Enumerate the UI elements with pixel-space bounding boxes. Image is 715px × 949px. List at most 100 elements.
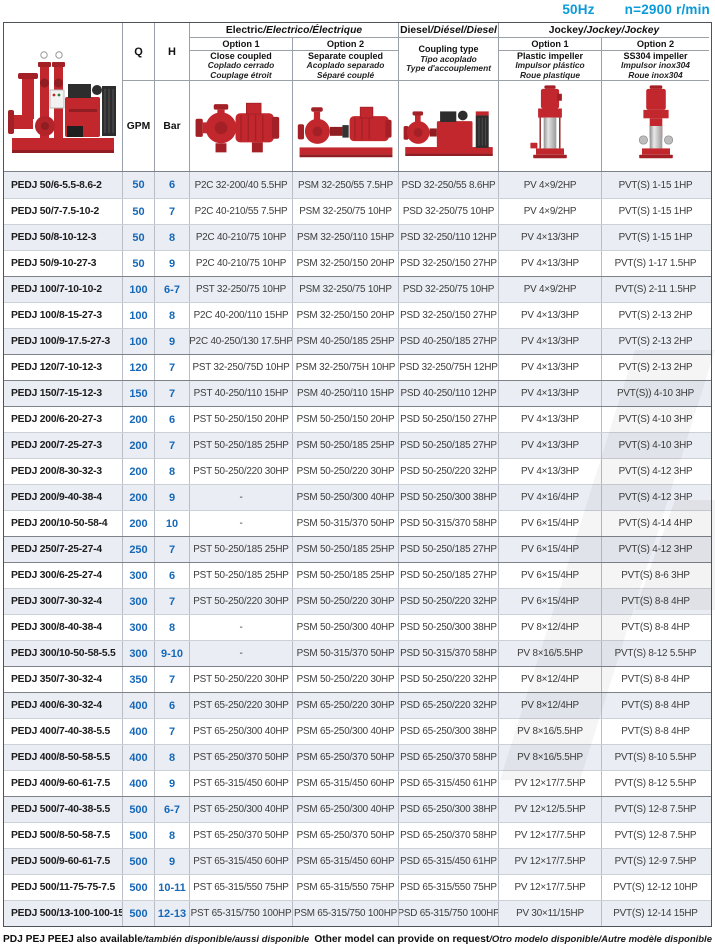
table-row: PEDJ 100/8-15-27-3 100 8 P2C 40-200/110 … — [4, 302, 711, 328]
flow-gpm-cell: 500 — [123, 875, 155, 900]
separate-coupled-pump-image — [293, 80, 399, 171]
diesel-coupling-cell: PSD 50-250/300 38HP — [399, 485, 499, 510]
electric-close-coupled-cell: P2C 40-250/130 17.5HP — [190, 329, 293, 354]
model-cell: PEDJ 50/9-10-27-3 — [4, 251, 123, 276]
flow-gpm-cell: 150 — [123, 381, 155, 406]
flow-gpm-cell: 400 — [123, 771, 155, 796]
model-cell: PEDJ 50/8-10-12-3 — [4, 225, 123, 250]
electric-close-coupled-cell: PST 65-315/550 75HP — [190, 875, 293, 900]
electric-separate-coupled-cell: PSM 65-315/450 60HP — [293, 849, 399, 874]
head-bar-cell: 9 — [155, 771, 190, 796]
jockey-ss304-impeller-cell: PVT(S) 8-8 4HP — [621, 700, 690, 711]
jockey-plastic-impeller-cell: PV 8×12/4HP — [499, 693, 602, 718]
head-bar-cell: 7 — [155, 589, 190, 614]
head-bar-cell: 6 — [155, 693, 190, 718]
electric-option2-description: Separate coupled Acoplado separado Sépar… — [293, 51, 399, 80]
pump-spec-table: Q H Electric/Electrico/Électrique Diesel… — [3, 22, 712, 927]
diesel-coupling-cell: PSD 65-315/550 75HP — [399, 875, 499, 900]
model-cell: PEDJ 250/7-25-27-4 — [4, 537, 123, 562]
jockey-plastic-impeller-cell: PV 6×15/4HP — [499, 589, 602, 614]
diesel-coupling-cell: PSD 32-250/75 10HP — [399, 277, 499, 302]
flow-gpm-cell: 300 — [123, 589, 155, 614]
diesel-coupling-cell: PSD 32-250/110 12HP — [399, 225, 499, 250]
electric-separate-coupled-cell: PSM 50-250/185 25HP — [293, 537, 399, 562]
table-row: PEDJ 500/8-50-58-7.5 500 8 PST 65-250/37… — [4, 822, 711, 848]
jockey-ss304-impeller-cell: PVT(S) 12-14 15HP — [613, 908, 698, 919]
diesel-coupling-cell: PSD 50-250/220 32HP — [399, 667, 499, 692]
jockey-ss304-impeller-cell: PVT(S) 4-10 3HP — [618, 414, 693, 425]
diesel-coupling-cell: PSD 40-250/110 12HP — [399, 381, 499, 406]
electric-separate-coupled-cell: PSM 65-250/300 40HP — [293, 719, 399, 744]
head-bar-cell: 7 — [155, 719, 190, 744]
model-cell: PEDJ 500/13-100-100-15 — [4, 901, 123, 926]
electric-close-coupled-cell: PST 65-315/450 60HP — [190, 849, 293, 874]
table-footnotes: PDJ PEJ PEEJ also available/también disp… — [3, 929, 712, 947]
diesel-coupling-cell: PSD 50-250/300 38HP — [399, 615, 499, 640]
head-bar-cell: 10-11 — [155, 875, 190, 900]
model-cell: PEDJ 120/7-10-12-3 — [4, 355, 123, 380]
electric-separate-coupled-cell: PSM 32-250/150 20HP — [293, 251, 399, 276]
model-cell: PEDJ 200/10-50-58-4 — [4, 511, 123, 536]
electric-separate-coupled-cell: PSM 50-250/185 25HP — [293, 563, 399, 588]
pump-package-photo — [4, 23, 123, 171]
model-cell: PEDJ 300/7-30-32-4 — [4, 589, 123, 614]
electric-close-coupled-cell: PST 65-250/370 50HP — [190, 823, 293, 848]
electric-close-coupled-cell: PST 50-250/185 25HP — [190, 563, 293, 588]
diesel-group-title: Diesel/Diésel/Diesel — [399, 23, 499, 38]
jockey-ss304-impeller-cell: PVT(S) 12-9 7.5HP — [614, 856, 697, 867]
head-bar-cell: 6-7 — [155, 277, 190, 302]
diesel-pump-icon — [403, 110, 493, 156]
electric-separate-coupled-cell: PSM 32-250/55 7.5HP — [293, 172, 399, 198]
electric-separate-coupled-cell: PSM 65-250/370 50HP — [293, 745, 399, 770]
table-row: PEDJ 150/7-15-12-3 150 7 PST 40-250/110 … — [4, 380, 711, 406]
jockey-plastic-impeller-cell: PV 12×17/7.5HP — [499, 771, 602, 796]
electric-separate-coupled-cell: PSM 65-315/550 75HP — [293, 875, 399, 900]
electric-separate-coupled-cell: PSM 65-250/300 40HP — [293, 797, 399, 822]
electric-close-coupled-cell: P2C 32-200/40 5.5HP — [190, 172, 293, 198]
jockey-ss304-impeller-cell: PVT(S) 8-10 5.5HP — [614, 752, 697, 763]
electric-option1-description: Close coupled Coplado cerrado Couplage é… — [190, 51, 293, 80]
electric-close-coupled-cell: PST 65-315/750 100HP — [190, 901, 293, 926]
jockey-plastic-impeller-cell: PV 4×16/4HP — [499, 485, 602, 510]
jockey-plastic-impeller-cell: PV 6×15/4HP — [499, 563, 602, 588]
electric-separate-coupled-cell: PSM 50-315/370 50HP — [293, 641, 399, 666]
jockey-ss304-impeller-cell: PVT(S) 8-12 5.5HP — [614, 648, 697, 659]
jockey-ss304-impeller-cell: PVT(S) 2-11 1.5HP — [615, 284, 696, 295]
diesel-coupling-cell: PSD 50-250/220 32HP — [399, 459, 499, 484]
electric-separate-coupled-cell: PSM 50-250/220 30HP — [293, 667, 399, 692]
flow-gpm-cell: 300 — [123, 641, 155, 666]
table-row: PEDJ 50/6-5.5-8.6-2 50 6 P2C 32-200/40 5… — [4, 172, 711, 198]
table-row: PEDJ 200/7-25-27-3 200 7 PST 50-250/185 … — [4, 432, 711, 458]
table-row: PEDJ 500/13-100-100-15 500 12-13 PST 65-… — [4, 900, 711, 926]
electric-close-coupled-cell: PST 65-315/450 60HP — [190, 771, 293, 796]
electric-separate-coupled-cell: PSM 50-250/185 25HP — [293, 433, 399, 458]
jockey-plastic-impeller-cell: PV 4×13/3HP — [499, 381, 602, 406]
electric-close-coupled-cell: P2C 40-210/55 7.5HP — [190, 199, 293, 224]
model-cell: PEDJ 300/6-25-27-4 — [4, 563, 123, 588]
table-row: PEDJ 300/7-30-32-4 300 7 PST 50-250/220 … — [4, 588, 711, 614]
electric-close-coupled-cell: - — [190, 641, 293, 666]
diesel-coupling-cell: PSD 65-250/370 58HP — [399, 823, 499, 848]
flow-gpm-cell: 250 — [123, 537, 155, 562]
jockey-ss304-pump-icon — [638, 85, 673, 159]
diesel-coupling-cell: PSD 65-315/450 61HP — [399, 849, 499, 874]
electric-separate-coupled-cell: PSM 50-315/370 50HP — [293, 511, 399, 536]
flow-gpm-cell: 300 — [123, 563, 155, 588]
model-cell: PEDJ 500/8-50-58-7.5 — [4, 823, 123, 848]
table-row: PEDJ 50/7-7.5-10-2 50 7 P2C 40-210/55 7.… — [4, 198, 711, 224]
jockey-plastic-impeller-cell: PV 6×15/4HP — [499, 537, 602, 562]
electric-close-coupled-cell: PST 50-250/150 20HP — [190, 407, 293, 432]
column-header-q: Q — [123, 23, 155, 80]
frequency-label: 50Hz — [562, 2, 595, 17]
electric-separate-coupled-cell: PSM 32-250/75 10HP — [293, 277, 399, 302]
table-row: PEDJ 400/9-60-61-7.5 400 9 PST 65-315/45… — [4, 770, 711, 796]
diesel-coupling-cell: PSD 65-250/300 38HP — [399, 719, 499, 744]
electric-separate-coupled-cell: PSM 40-250/185 25HP — [293, 329, 399, 354]
page-title: 50Hz n=2900 r/min — [562, 2, 710, 17]
diesel-coupling-cell: PSD 50-315/370 58HP — [399, 511, 499, 536]
jockey-group-title: Jockey/Jockey/Jockey — [499, 23, 709, 38]
flow-gpm-cell: 50 — [123, 225, 155, 250]
diesel-description: Coupling type Tipo acoplado Type d'accou… — [399, 38, 499, 80]
jockey-ss304-impeller-cell: PVT(S) 2-13 2HP — [618, 310, 693, 321]
fire-pump-package-image — [7, 27, 119, 167]
